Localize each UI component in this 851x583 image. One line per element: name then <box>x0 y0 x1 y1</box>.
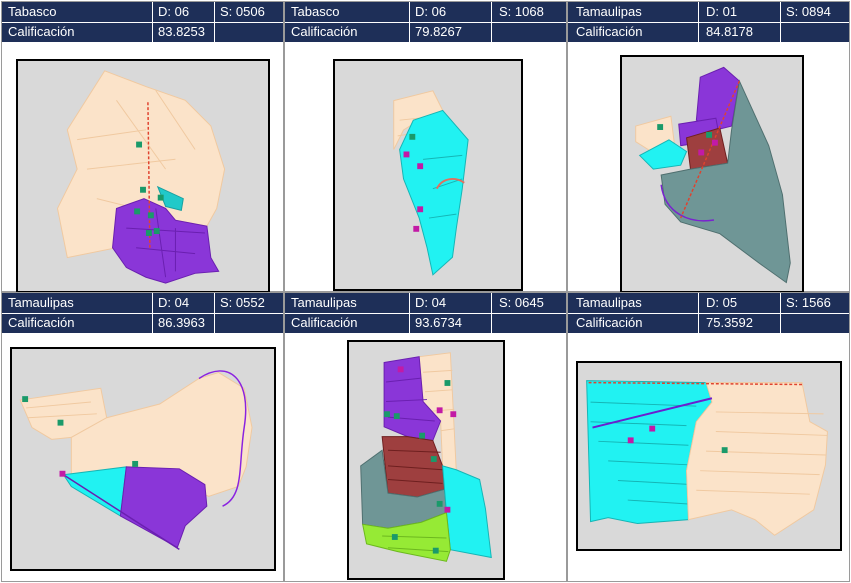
panel-4-district: D: 04 <box>158 295 190 310</box>
panel-2-map <box>333 59 523 291</box>
panel-4-map <box>10 347 276 571</box>
panel-2: Tabasco D: 06 S: 1068 Calificación 79.82… <box>284 1 567 292</box>
panel-6-score-label: Calificación <box>576 315 643 330</box>
panel-2-section: S: 1068 <box>499 4 544 19</box>
panel-3-district: D: 01 <box>706 4 738 19</box>
panel-2-district: D: 06 <box>415 4 447 19</box>
panel-5-district: D: 04 <box>415 295 447 310</box>
panel-5-state: Tamaulipas <box>291 295 357 310</box>
panel-3-score-label: Calificación <box>576 24 643 39</box>
panel-1-section: S: 0506 <box>220 4 265 19</box>
panel-4-header: Tamaulipas D: 04 S: 0552 Calificación 86… <box>2 293 283 333</box>
panel-2-header: Tabasco D: 06 S: 1068 Calificación 79.82… <box>285 2 566 42</box>
panel-3-score-value: 84.8178 <box>706 24 753 39</box>
panel-3-map <box>620 55 804 293</box>
panel-5-score-label: Calificación <box>291 315 358 330</box>
panel-6-section: S: 1566 <box>786 295 831 310</box>
panel-1-score-label: Calificación <box>8 24 75 39</box>
panel-4-score-value: 86.3963 <box>158 315 205 330</box>
panel-5: Tamaulipas D: 04 S: 0645 Calificación 93… <box>284 292 567 582</box>
panel-1-score-value: 83.8253 <box>158 24 205 39</box>
panel-1: Tabasco D: 06 S: 0506 Calificación 83.82… <box>1 1 284 293</box>
panel-1-state: Tabasco <box>8 4 57 19</box>
panel-1-map <box>16 59 270 293</box>
panel-1-header: Tabasco D: 06 S: 0506 Calificación 83.82… <box>2 2 283 42</box>
panel-3-state: Tamaulipas <box>576 4 642 19</box>
panel-6-header: Tamaulipas D: 05 S: 1566 Calificación 75… <box>568 293 849 333</box>
panel-3-header: Tamaulipas D: 01 S: 0894 Calificación 84… <box>568 2 849 42</box>
panel-5-score-value: 93.6734 <box>415 315 462 330</box>
panel-5-header: Tamaulipas D: 04 S: 0645 Calificación 93… <box>285 293 566 333</box>
panel-4-section: S: 0552 <box>220 295 265 310</box>
panel-4: Tamaulipas D: 04 S: 0552 Calificación 86… <box>1 292 284 582</box>
panel-2-score-value: 79.8267 <box>415 24 462 39</box>
panel-5-map <box>347 340 505 580</box>
panel-6-state: Tamaulipas <box>576 295 642 310</box>
panel-6-score-value: 75.3592 <box>706 315 753 330</box>
panel-3: Tamaulipas D: 01 S: 0894 Calificación 84… <box>567 1 850 293</box>
panel-6-district: D: 05 <box>706 295 738 310</box>
panel-2-score-label: Calificación <box>291 24 358 39</box>
panel-6-map <box>576 361 842 551</box>
panel-4-score-label: Calificación <box>8 315 75 330</box>
panel-3-section: S: 0894 <box>786 4 831 19</box>
panel-2-state: Tabasco <box>291 4 340 19</box>
panel-4-state: Tamaulipas <box>8 295 74 310</box>
panel-5-section: S: 0645 <box>499 295 544 310</box>
panel-1-district: D: 06 <box>158 4 190 19</box>
panel-6: Tamaulipas D: 05 S: 1566 Calificación 75… <box>567 292 850 582</box>
